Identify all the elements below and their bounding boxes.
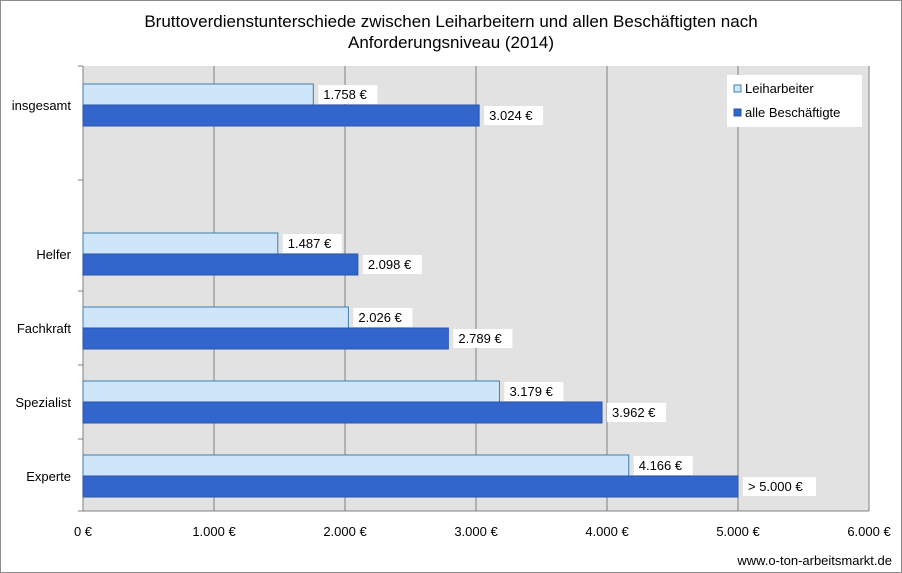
data-label: 4.166 € [639,458,683,473]
category-label: insgesamt [12,98,72,113]
bar-alle-beschaeftigte [82,327,449,350]
x-tick-label: 2.000 € [323,524,367,539]
chart-title-line: Bruttoverdienstunterschiede zwischen Lei… [144,12,757,31]
chart-title-line: Anforderungsniveau (2014) [348,33,554,52]
bar-alle-beschaeftigte [82,401,603,424]
data-label: 2.789 € [458,331,502,346]
data-label-box [743,477,816,496]
data-label: 1.487 € [288,236,332,251]
legend-label: alle Beschäftigte [745,105,840,120]
x-tick-label: 6.000 € [847,524,891,539]
bar-leiharbeiter [82,306,349,329]
bar-leiharbeiter [82,454,630,477]
legend-swatch [733,84,742,93]
data-label-box [318,85,378,104]
x-tick-label: 5.000 € [716,524,760,539]
legend-swatch [733,108,742,117]
data-label-box [282,234,342,253]
data-label-box [362,255,422,274]
data-label: 2.098 € [368,257,412,272]
legend-label: Leiharbeiter [745,81,814,96]
bar-leiharbeiter [82,83,314,106]
category-label: Fachkraft [17,321,72,336]
bar-alle-beschaeftigte [82,475,739,498]
data-label-box [504,382,564,401]
data-label-box [453,329,513,348]
data-label: 3.024 € [489,108,533,123]
category-label: Helfer [36,247,71,262]
data-label: 1.758 € [323,87,367,102]
data-label-box [607,403,667,422]
data-label: 3.962 € [612,405,656,420]
legend-box [727,75,862,127]
x-tick-label: 0 € [74,524,93,539]
data-label-box [484,106,544,125]
data-label-box [633,456,693,475]
bar-leiharbeiter [82,380,500,403]
data-label: 3.179 € [509,384,553,399]
data-label-box [353,308,413,327]
bar-alle-beschaeftigte [82,104,480,127]
bar-leiharbeiter [82,232,279,255]
category-label: Spezialist [15,395,71,410]
x-tick-label: 3.000 € [454,524,498,539]
data-label: 2.026 € [358,310,402,325]
data-label: > 5.000 € [748,479,803,494]
bar-alle-beschaeftigte [82,253,359,276]
source-url: www.o-ton-arbeitsmarkt.de [736,553,892,568]
x-tick-label: 1.000 € [192,524,236,539]
category-label: Experte [26,469,71,484]
x-tick-label: 4.000 € [585,524,629,539]
